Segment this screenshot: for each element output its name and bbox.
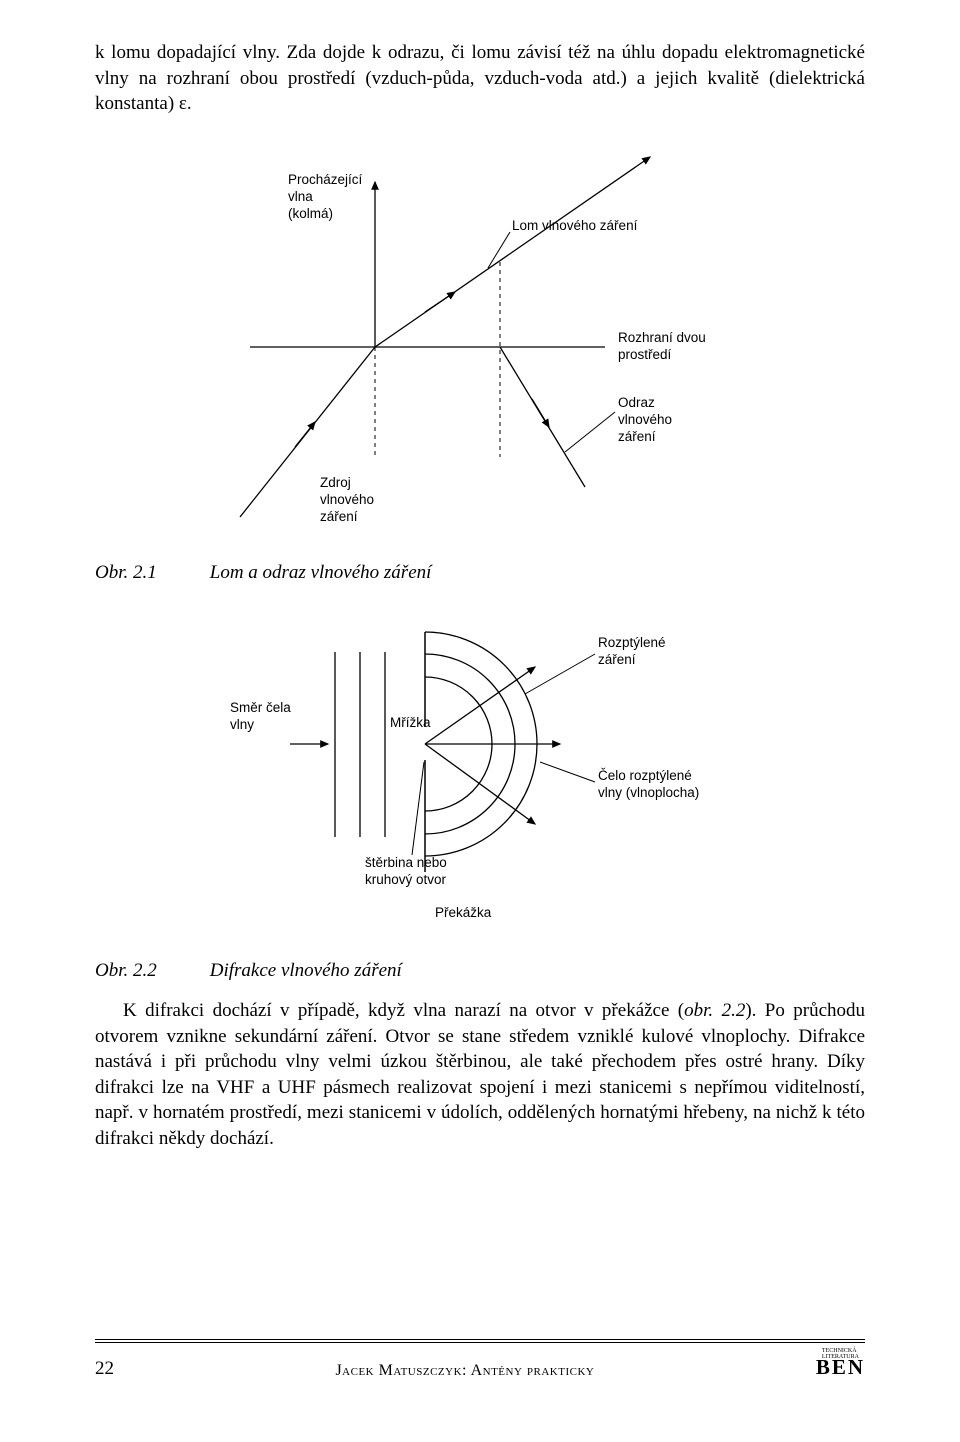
label-rozhrani-2: prostředí — [618, 347, 672, 362]
footer-title: Jacek Matuszczyk: Antény prakticky — [335, 1362, 594, 1380]
publisher-sub: TECHNICKÁ LITERATURA — [822, 1348, 859, 1360]
page-number: 22 — [95, 1358, 114, 1380]
label-prekazka: Překážka — [435, 905, 492, 920]
label-zdroj-3: záření — [320, 509, 358, 524]
label-smer-1: Směr čela — [230, 700, 291, 715]
label-prochazejici-1: Procházející — [288, 172, 363, 187]
figure-2-1-caption: Obr. 2.1 Lom a odraz vlnového záření — [95, 562, 865, 584]
figure-2-2: Rozptýlené záření Směr čela vlny Mřížka … — [200, 612, 760, 932]
label-zdroj-2: vlnového — [320, 492, 374, 507]
p2-suffix: ). Po průchodu otvorem vznikne sekundárn… — [95, 1000, 865, 1149]
label-odraz-2: vlnového — [618, 412, 672, 427]
p2-ref: obr. 2.2 — [684, 1000, 745, 1021]
paragraph-diffraction: K difrakci dochází v případě, když vlna … — [95, 998, 865, 1152]
p2-prefix: K difrakci dochází v případě, když vlna … — [123, 1000, 684, 1021]
label-prochazejici-2: vlna — [288, 189, 313, 204]
label-mrizka: Mřížka — [390, 715, 431, 730]
figure-2-2-caption: Obr. 2.2 Difrakce vlnového záření — [95, 960, 865, 982]
label-rozhrani-1: Rozhraní dvou — [618, 330, 706, 345]
label-rozptylene-1: Rozptýlené — [598, 635, 666, 650]
label-zdroj-1: Zdroj — [320, 475, 351, 490]
label-celo-2: vlny (vlnoplocha) — [598, 785, 699, 800]
figure-2-1-number: Obr. 2.1 — [95, 562, 205, 584]
label-celo-1: Čelo rozptýlené — [598, 768, 692, 783]
label-odraz-3: záření — [618, 429, 656, 444]
label-prochazejici-3: (kolmá) — [288, 206, 333, 221]
label-sterbina-1: štěrbina nebo — [365, 855, 447, 870]
label-sterbina-2: kruhový otvor — [365, 872, 447, 887]
label-odraz-1: Odraz — [618, 395, 655, 410]
figure-2-1-caption-text: Lom a odraz vlnového záření — [210, 562, 432, 583]
figure-2-1: Procházející vlna (kolmá) Lom vlnového z… — [200, 147, 760, 537]
figure-2-2-caption-text: Difrakce vlnového záření — [210, 960, 402, 981]
page-footer: 22 Jacek Matuszczyk: Antény prakticky TE… — [95, 1339, 865, 1380]
label-rozptylene-2: záření — [598, 652, 636, 667]
label-lom: Lom vlnového záření — [512, 218, 638, 233]
paragraph-intro: k lomu dopadající vlny. Zda dojde k odra… — [95, 40, 865, 117]
publisher-logo: TECHNICKÁ LITERATURA BEN — [816, 1355, 865, 1380]
figure-2-2-number: Obr. 2.2 — [95, 960, 205, 982]
label-smer-2: vlny — [230, 717, 254, 732]
